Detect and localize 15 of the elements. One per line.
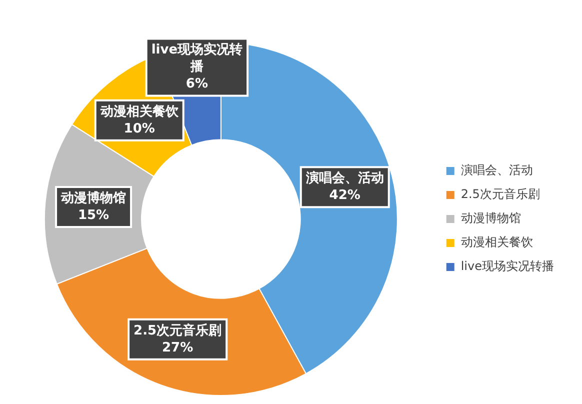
data-label: 15% [78, 208, 110, 223]
legend-label: 动漫相关餐饮 [460, 235, 533, 250]
slice-label: 动漫相关餐饮 [99, 103, 180, 120]
legend-label: 2.5次元音乐剧 [460, 187, 540, 202]
slice-label: 2.5次元音乐剧 [134, 322, 222, 338]
slice-label: 动漫博物馆 [60, 190, 126, 206]
data-label: 10% [124, 121, 155, 136]
slice-label: 演唱会、活动 [304, 170, 384, 186]
legend-label: 动漫博物馆 [460, 211, 521, 226]
data-label: 42% [329, 188, 360, 204]
legend-label: 演唱会、活动 [460, 163, 533, 178]
data-label: 6% [186, 76, 208, 92]
slice-label: live现场实况转播 [151, 42, 243, 75]
data-label: 27% [162, 340, 194, 356]
legend-label: live现场实况转播 [460, 259, 554, 274]
